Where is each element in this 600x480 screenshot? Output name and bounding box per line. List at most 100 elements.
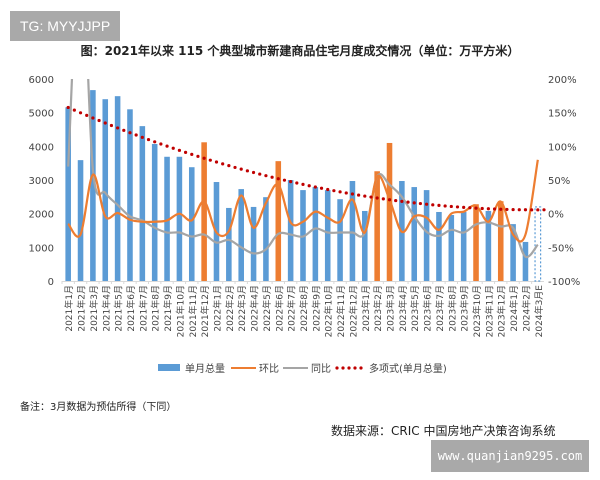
y-right-tick-label: -100% [548, 277, 580, 288]
trend-dot [202, 156, 206, 160]
x-tick-label: 2022年3月 [236, 285, 248, 332]
legend-bar-swatch [158, 364, 180, 371]
legend-trend-swatch [335, 366, 339, 370]
trend-dot [258, 172, 262, 176]
x-tick-label: 2022年1月 [211, 285, 223, 332]
bar-37 [510, 224, 516, 281]
y-left-tick-label: 1000 [29, 243, 54, 254]
bar-12 [201, 142, 207, 281]
trend-dot [97, 118, 101, 123]
x-tick-label: 2021年4月 [100, 285, 112, 332]
legend-trend-swatch [347, 366, 351, 370]
x-tick-label: 2023年11月 [483, 285, 495, 337]
y-right-tick-label: 200% [548, 75, 577, 86]
trend-dot [221, 162, 225, 166]
trend-dot [227, 164, 231, 168]
trend-dot [85, 113, 89, 118]
trend-dot [326, 187, 330, 192]
x-tick-label: 2022年10月 [323, 285, 335, 337]
x-tick-label: 2021年11月 [187, 285, 199, 337]
trend-dot [363, 194, 367, 198]
x-tick-label: 2021年3月 [88, 285, 100, 332]
trend-dot [412, 201, 416, 205]
x-tick-label: 2023年10月 [471, 285, 483, 337]
trend-dot [270, 175, 274, 179]
trend-dot [165, 144, 169, 148]
trend-dot [276, 177, 280, 181]
x-tick-label: 2021年6月 [125, 285, 137, 332]
bar-2 [77, 160, 84, 281]
trend-dot [344, 191, 348, 195]
x-tick-label: 2024年3月E [533, 285, 545, 338]
trend-dot [536, 208, 540, 212]
trend-dot [159, 142, 163, 146]
trend-dot [350, 192, 355, 196]
x-tick-label: 2022年8月 [298, 285, 310, 332]
trend-dot [542, 208, 546, 212]
bar-33 [460, 211, 467, 281]
trend-dot [196, 154, 200, 158]
x-tick-label: 2023年5月 [409, 285, 421, 332]
trend-dot [437, 203, 441, 207]
legend-trend-swatch [353, 366, 357, 370]
bar-15 [238, 189, 244, 281]
y-right-tick-label: 100% [548, 142, 577, 153]
x-tick-label: 2021年5月 [113, 285, 125, 332]
trend-dot [387, 198, 392, 202]
bar-11 [188, 167, 195, 281]
trend-dot [251, 170, 256, 175]
bar-17 [263, 197, 269, 281]
trend-dot [480, 206, 484, 211]
bar-14 [226, 207, 232, 281]
legend: 单月总量 环比 同比 多项式(单月总量) [158, 362, 447, 375]
bar-31 [436, 211, 442, 281]
trend-dot [357, 193, 361, 197]
y-right-tick-label: 50% [548, 176, 570, 187]
x-tick-label: 2023年2月 [372, 285, 384, 332]
trend-dot [177, 148, 182, 152]
bar-1 [65, 107, 71, 281]
series-mom-line [67, 159, 539, 243]
trend-dot [208, 158, 212, 162]
trend-dot [462, 205, 466, 209]
x-tick-label: 2023年7月 [434, 285, 446, 332]
x-tick-label: 2024年2月 [520, 285, 532, 332]
trend-dot [486, 207, 490, 211]
trend-dot [468, 206, 472, 210]
x-tick-label: 2023年12月 [496, 285, 508, 337]
trend-dot [313, 185, 317, 189]
chart-title: 图：2021年以来 115 个典型城市新建商品住宅月度成交情况（单位：万平方米） [80, 44, 520, 58]
legend-trend-swatch [341, 366, 345, 370]
bar-5 [114, 96, 121, 281]
x-tick-label: 2021年9月 [162, 285, 174, 332]
bar-32 [448, 215, 455, 281]
x-tick-label: 2021年8月 [150, 285, 162, 332]
legend-label-mom: 环比 [259, 363, 279, 375]
bar-35 [485, 210, 492, 281]
trend-dot [282, 178, 287, 182]
x-tick-label: 2022年2月 [224, 285, 236, 332]
trend-dot [190, 152, 194, 156]
trend-dot [418, 201, 423, 206]
trend-dot [338, 190, 342, 194]
trend-dot [332, 189, 336, 193]
bar-23 [337, 199, 343, 281]
trend-dot [140, 135, 144, 139]
trend-dot [239, 167, 243, 171]
trend-dot [134, 133, 138, 137]
bar-8 [151, 143, 158, 281]
trend-dot [394, 198, 398, 203]
trend-dot [505, 207, 509, 212]
trend-dot [109, 123, 114, 128]
y-left-tick-label: 5000 [29, 109, 54, 120]
trend-dot [72, 108, 76, 112]
footnote: 备注：3月数据为预估所得（下同） [20, 402, 177, 413]
x-tick-label: 2022年9月 [310, 285, 322, 332]
x-tick-label: 2023年3月 [385, 285, 397, 332]
bar-30 [423, 190, 430, 281]
bar-24 [349, 181, 356, 281]
trend-dot [431, 203, 435, 207]
watermark-top: TG: MYYJJPP [10, 11, 120, 41]
trend-dot [381, 197, 385, 201]
trend-dot [245, 169, 249, 173]
